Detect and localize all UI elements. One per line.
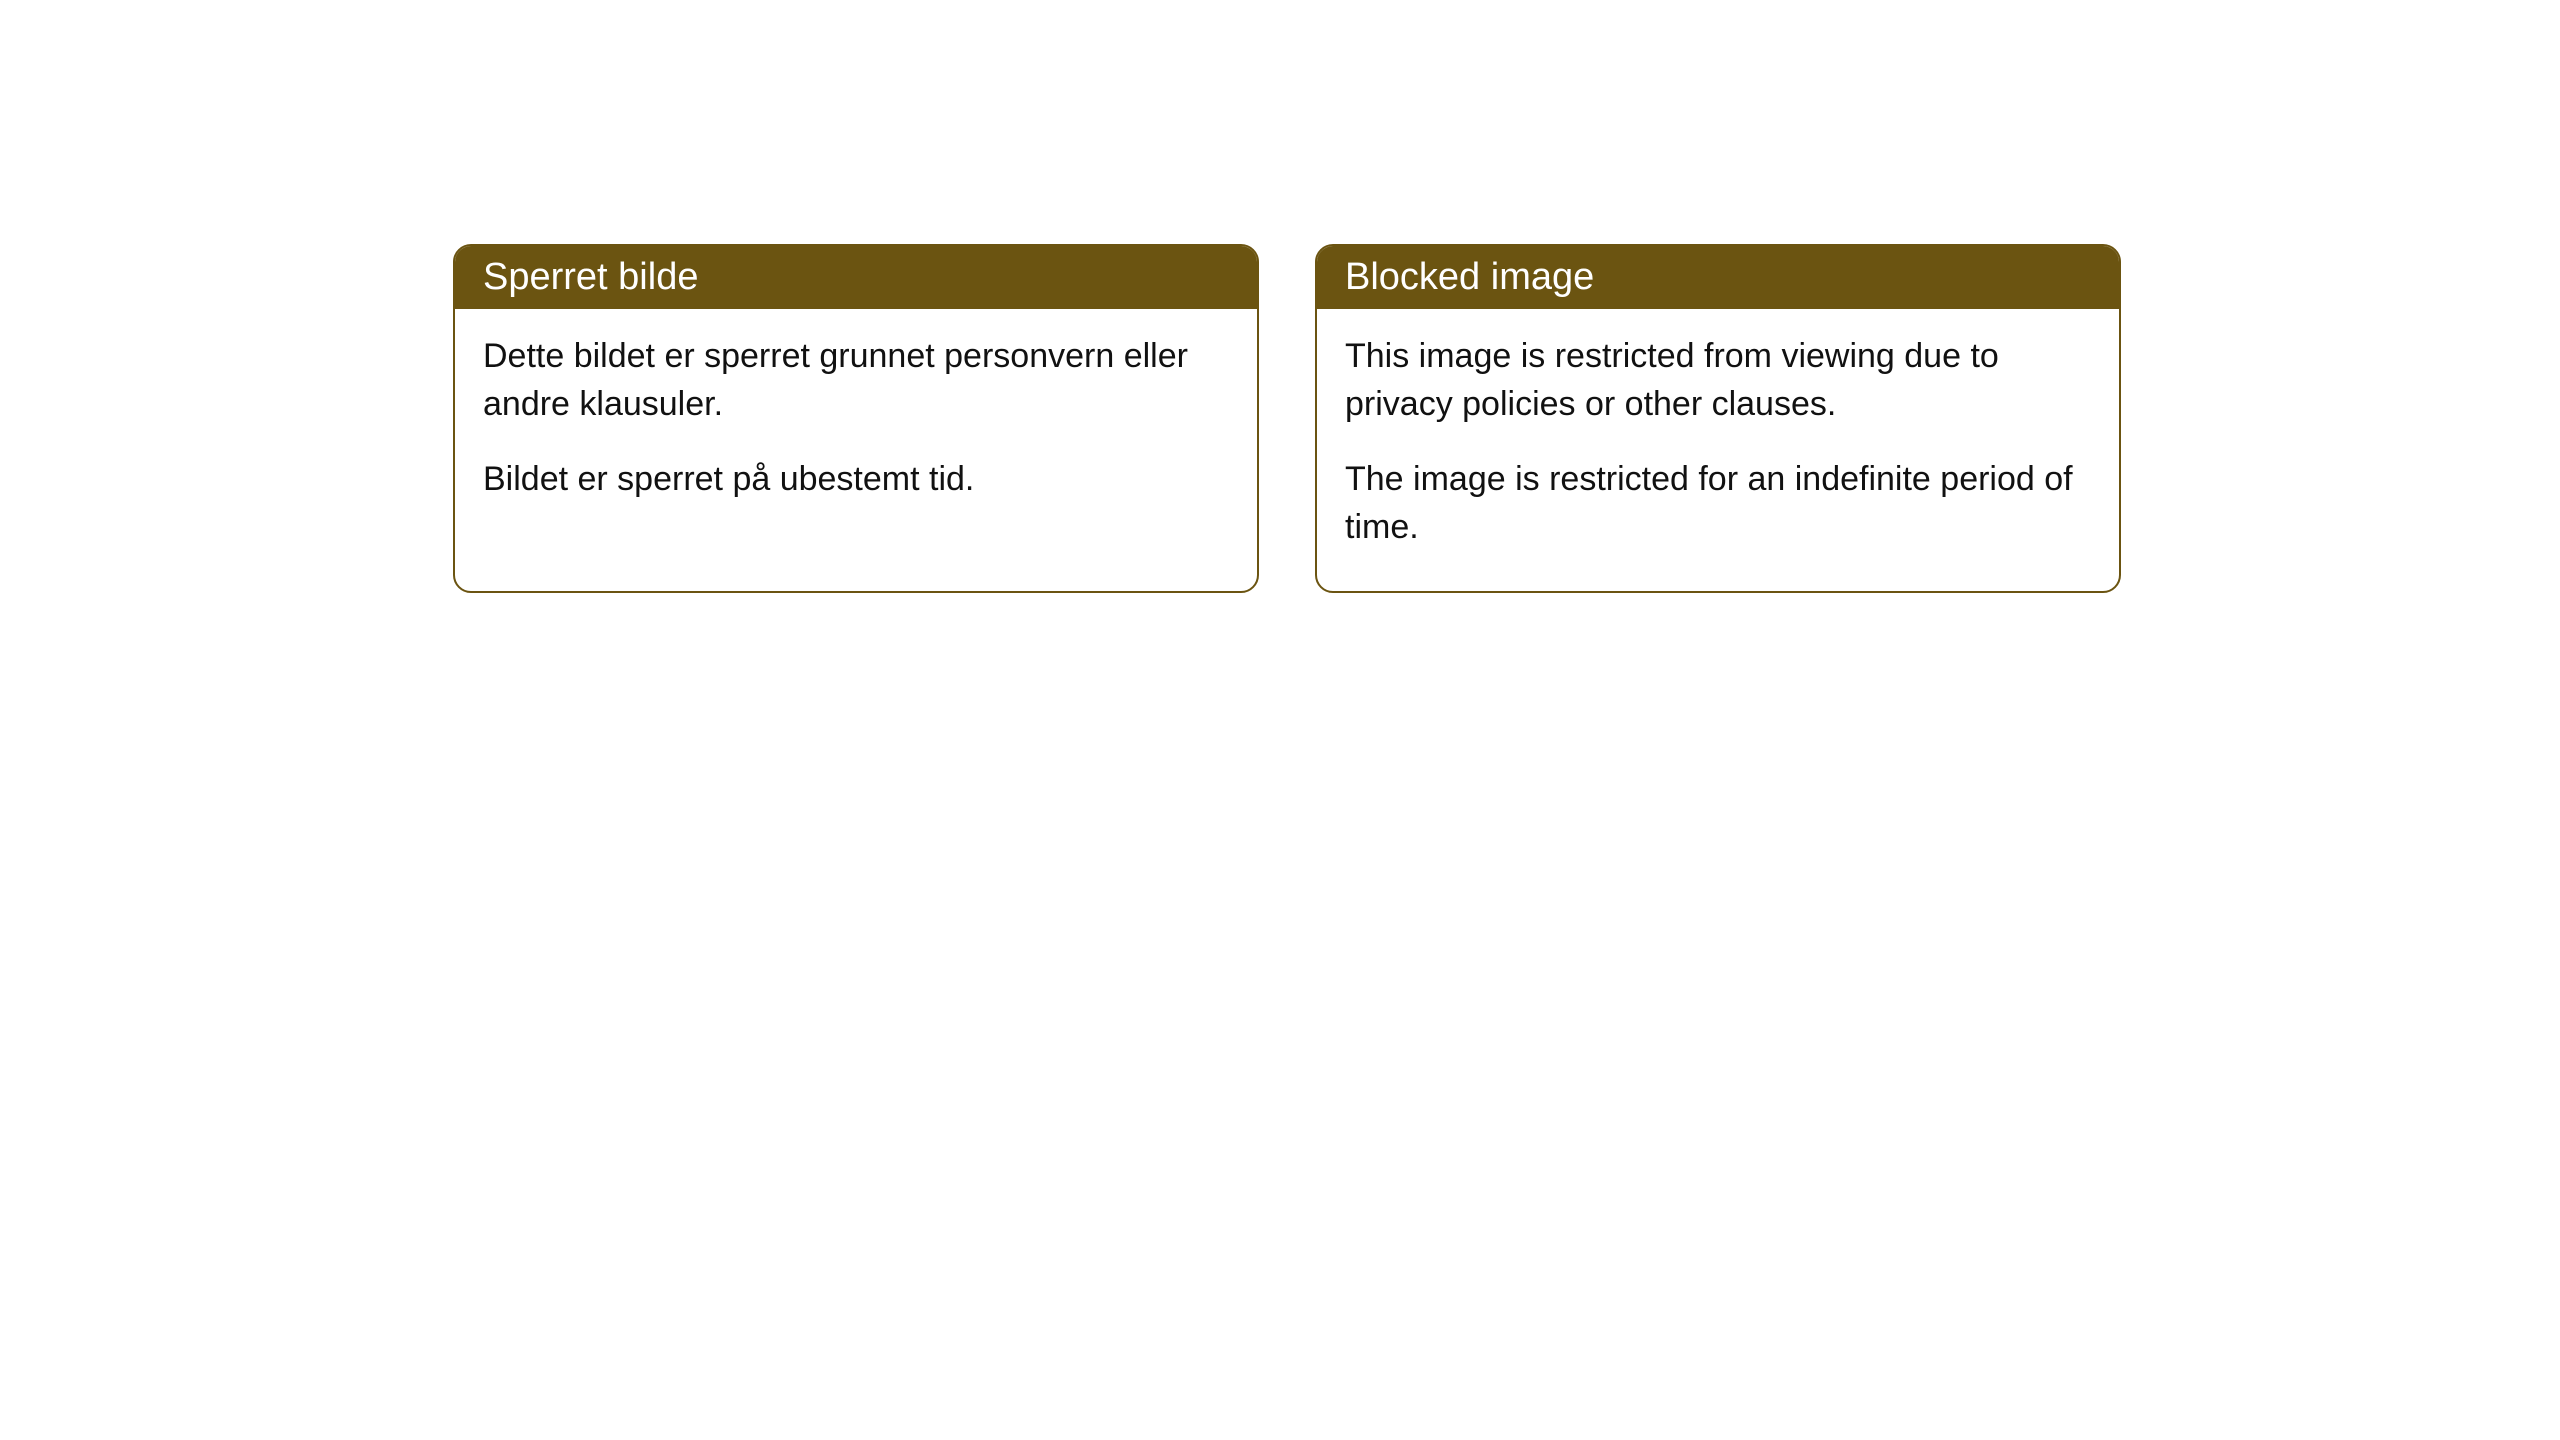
blocked-image-card-no: Sperret bilde Dette bildet er sperret gr… [453,244,1259,593]
card-paragraph-1-no: Dette bildet er sperret grunnet personve… [483,333,1229,428]
card-header-no: Sperret bilde [455,246,1257,309]
card-header-en: Blocked image [1317,246,2119,309]
card-paragraph-2-en: The image is restricted for an indefinit… [1345,456,2091,551]
cards-container: Sperret bilde Dette bildet er sperret gr… [453,244,2121,593]
card-paragraph-2-no: Bildet er sperret på ubestemt tid. [483,456,1229,504]
card-body-en: This image is restricted from viewing du… [1317,309,2119,591]
card-paragraph-1-en: This image is restricted from viewing du… [1345,333,2091,428]
blocked-image-card-en: Blocked image This image is restricted f… [1315,244,2121,593]
card-body-no: Dette bildet er sperret grunnet personve… [455,309,1257,544]
